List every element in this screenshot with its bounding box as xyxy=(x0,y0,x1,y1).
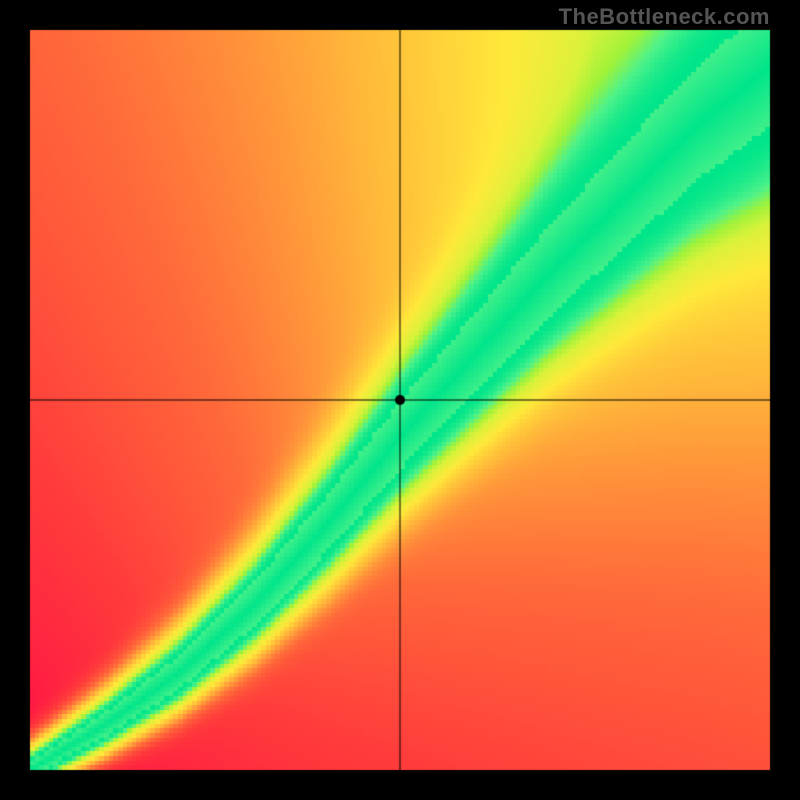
source-watermark: TheBottleneck.com xyxy=(559,4,770,30)
chart-container: TheBottleneck.com xyxy=(0,0,800,800)
bottleneck-heatmap xyxy=(0,0,800,800)
